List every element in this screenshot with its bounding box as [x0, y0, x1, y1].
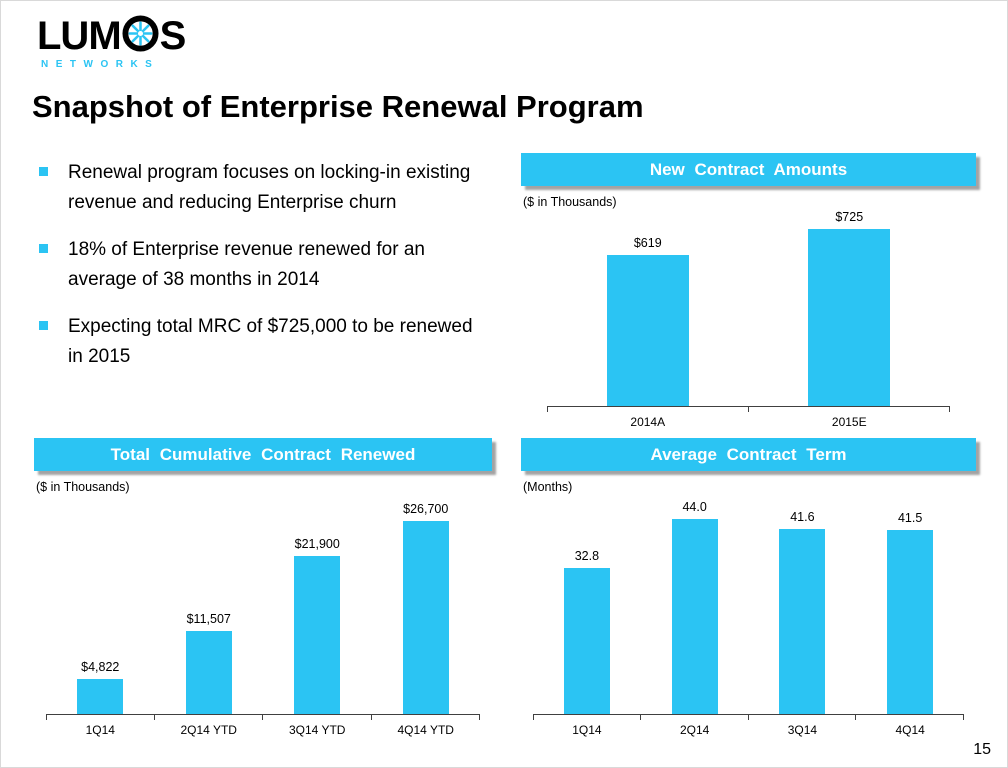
bullet-item: Renewal program focuses on locking-in ex… — [37, 158, 489, 219]
bar — [294, 556, 341, 714]
chart-title-banner: Average Contract Term — [521, 438, 976, 471]
axis-tick — [533, 715, 534, 720]
bar-column: $725 — [749, 210, 951, 406]
x-axis-label: 4Q14 — [895, 723, 925, 737]
x-axis-label: 2014A — [630, 415, 666, 429]
bullet-square-icon — [39, 167, 48, 176]
axis-tick — [153, 715, 155, 720]
x-axis-label: 2Q14 — [679, 723, 710, 737]
bar — [887, 530, 934, 714]
bar-value-label: $4,822 — [81, 660, 120, 674]
chart-unit-label: ($ in Thousands) — [36, 480, 130, 494]
plot-area: $619 $725 2014A 2015E — [547, 210, 950, 429]
x-axis-labels: 1Q14 2Q14 YTD 3Q14 YTD 4Q14 YTD — [46, 723, 480, 737]
page-title: Snapshot of Enterprise Renewal Program — [32, 89, 644, 124]
bullet-text: Expecting total MRC of $725,000 to be re… — [68, 315, 473, 367]
bar-value-label: $26,700 — [403, 502, 449, 516]
bar-value-label: 44.0 — [682, 500, 707, 514]
axis-tick — [855, 715, 857, 720]
bars: 32.8 44.0 41.6 41.5 — [533, 500, 964, 715]
bars: $619 $725 — [547, 210, 950, 407]
bar-column: $619 — [547, 236, 749, 406]
axis-tick — [747, 715, 749, 720]
logo-subtext: NETWORKS — [41, 59, 160, 70]
bar-column: $21,900 — [263, 537, 372, 714]
chart-unit-label: (Months) — [523, 480, 573, 494]
x-axis-label: 2Q14 YTD — [180, 723, 237, 737]
plot-area: 32.8 44.0 41.6 41.5 1Q14 2Q14 3Q14 4Q14 — [533, 500, 964, 737]
x-axis-ticks — [547, 407, 950, 412]
bar-column: 41.6 — [749, 510, 857, 714]
bar-value-label: $21,900 — [294, 537, 340, 551]
axis-tick — [949, 407, 950, 412]
chart-new-contract-amounts: New Contract Amounts ($ in Thousands) $6… — [521, 153, 976, 429]
x-axis-label: 1Q14 — [85, 723, 115, 737]
bullet-item: 18% of Enterprise revenue renewed for an… — [37, 235, 489, 296]
starburst-icon — [122, 15, 159, 57]
bar — [671, 519, 718, 714]
chart-title-banner: New Contract Amounts — [521, 153, 976, 186]
chart-average-contract-term: Average Contract Term (Months) 32.8 44.0 4… — [521, 438, 976, 737]
bar-value-label: 41.6 — [790, 510, 815, 524]
x-axis-label: 1Q14 — [572, 723, 602, 737]
axis-tick — [747, 407, 749, 412]
lumos-networks-logo: LUM S NETWORKS — [37, 15, 222, 71]
axis-tick — [479, 715, 480, 720]
logo-text-lum: LUM — [37, 14, 122, 58]
bar-column: $4,822 — [46, 660, 155, 714]
bullet-square-icon — [39, 320, 48, 330]
x-axis-label: 4Q14 YTD — [397, 723, 454, 737]
plot-area: $4,822 $11,507 $21,900 $26,700 1Q14 2Q14 YTD… — [46, 502, 480, 737]
bar-column: $26,700 — [372, 502, 481, 714]
bar — [402, 521, 449, 714]
bars: $4,822 $11,507 $21,900 $26,700 — [46, 502, 480, 715]
bar — [779, 529, 826, 714]
x-axis-labels: 1Q14 2Q14 3Q14 4Q14 — [533, 723, 964, 737]
bar — [185, 631, 232, 714]
bar-column: $11,507 — [155, 612, 264, 714]
x-axis-ticks — [46, 715, 480, 720]
bar — [77, 679, 124, 714]
logo-text-s: S — [159, 14, 187, 58]
x-axis-label: 3Q14 YTD — [289, 723, 346, 737]
bar-value-label: $619 — [633, 236, 662, 250]
x-axis-label: 3Q14 — [787, 723, 818, 737]
axis-tick — [46, 715, 47, 720]
bullet-text: 18% of Enterprise revenue renewed for an… — [68, 238, 425, 291]
axis-tick — [547, 407, 548, 412]
bar-column: 44.0 — [641, 500, 749, 714]
bullet-text: Renewal program focuses on locking-in ex… — [68, 162, 471, 214]
bar-value-label: $11,507 — [186, 612, 231, 626]
bar — [606, 255, 689, 406]
bar-column: 41.5 — [856, 511, 964, 714]
chart-total-cumulative-contract-renewed: Total Cumulative Contract Renewed ($ in … — [34, 438, 492, 737]
bar-value-label: 32.8 — [574, 549, 600, 563]
axis-tick — [262, 715, 263, 720]
x-axis-labels: 2014A 2015E — [547, 415, 950, 429]
axis-tick — [370, 715, 372, 720]
bar — [808, 229, 891, 406]
bar-value-label: $725 — [835, 210, 864, 224]
bar-column: 32.8 — [533, 549, 641, 714]
page-number: 15 — [973, 741, 991, 758]
bullet-item: Expecting total MRC of $725,000 to be re… — [37, 312, 489, 373]
chart-title-banner: Total Cumulative Contract Renewed — [34, 438, 492, 471]
bar — [563, 568, 610, 714]
bullet-square-icon — [39, 243, 48, 253]
x-axis-label: 2015E — [831, 415, 867, 429]
logo-wordmark: LUM S — [37, 15, 222, 57]
bullet-list: Renewal program focuses on locking-in ex… — [37, 158, 489, 388]
axis-tick — [963, 715, 964, 720]
x-axis-ticks — [533, 715, 964, 720]
chart-unit-label: ($ in Thousands) — [523, 195, 617, 209]
axis-tick — [639, 715, 641, 720]
bar-value-label: 41.5 — [897, 511, 923, 525]
